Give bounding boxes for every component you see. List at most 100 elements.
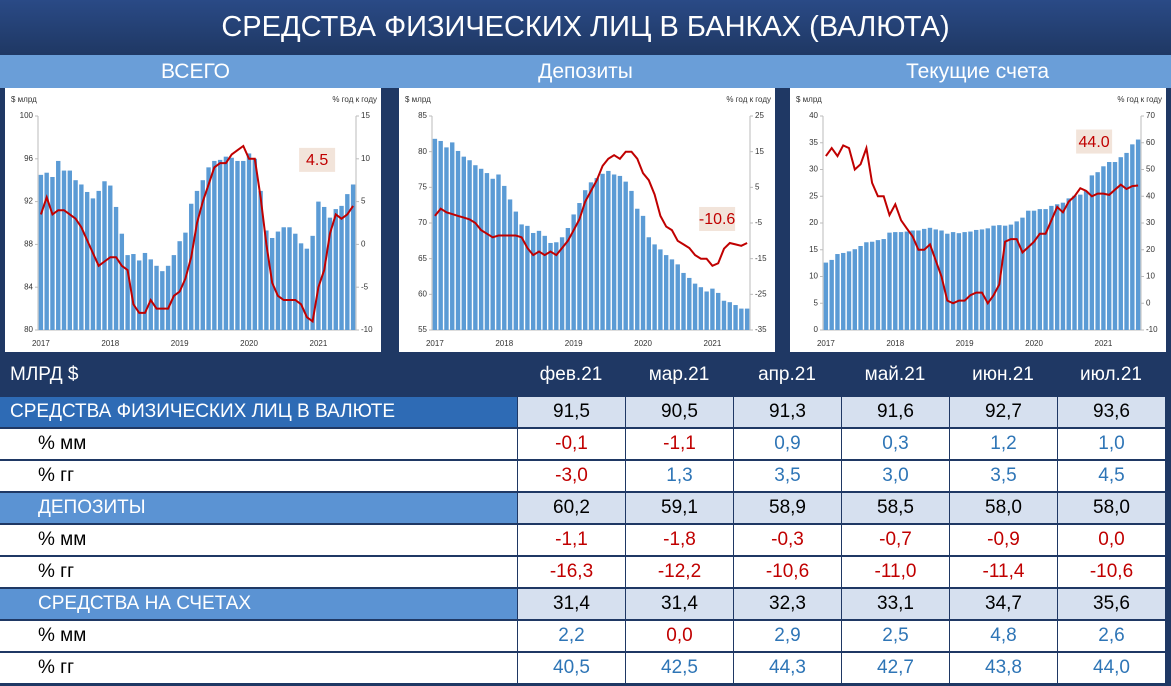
bar [461, 156, 466, 330]
x-tick-label: 2020 [240, 339, 258, 348]
section-title: Депозиты [538, 60, 633, 83]
section-title: Текущие счета [905, 60, 1050, 83]
label-cell: % гг [0, 653, 517, 683]
label-cell: СРЕДСТВА ФИЗИЧЕСКИХ ЛИЦ В ВАЛЮТЕ [0, 397, 517, 427]
y-tick-label: 84 [24, 282, 33, 291]
bar [473, 165, 478, 330]
bar [606, 170, 611, 330]
bar [571, 214, 576, 330]
bar [974, 229, 979, 330]
bar [217, 159, 223, 330]
label-cell: СРЕДСТВА НА СЧЕТАХ [0, 589, 517, 619]
bar [438, 140, 443, 330]
bar [1072, 195, 1077, 330]
y-tick-label: 88 [24, 240, 33, 249]
bar [56, 160, 61, 330]
bar [721, 300, 727, 330]
bar [490, 178, 495, 330]
annotation-box [699, 206, 736, 231]
label-cell: % мм [0, 621, 517, 651]
x-tick-label: 2019 [565, 339, 583, 348]
y2-tick-label: -5 [755, 218, 763, 227]
bar [530, 232, 536, 330]
x-tick-label: 2021 [704, 339, 722, 348]
bar [310, 235, 315, 330]
value-cell: 0,0 [1058, 525, 1165, 555]
label-cell: % мм [0, 525, 517, 555]
bar [565, 227, 571, 330]
bar [1078, 194, 1083, 330]
bar [869, 241, 875, 330]
y2-tick-label: -25 [755, 289, 767, 298]
y2-tick-label: 15 [755, 147, 764, 156]
bar [985, 228, 990, 330]
bar [681, 272, 686, 330]
bar [916, 230, 921, 330]
bar [536, 230, 542, 330]
y-tick-label: 10 [809, 272, 818, 281]
bar [841, 252, 846, 330]
bar [956, 233, 962, 330]
header-cell: МЛРД $ [10, 364, 79, 385]
bar [864, 242, 869, 330]
bar [339, 205, 344, 330]
bar [1014, 221, 1019, 330]
value-cell: 1,3 [626, 461, 733, 491]
bar [1060, 202, 1066, 330]
label-cell: % мм [0, 429, 517, 459]
bar [484, 173, 490, 330]
bar [206, 167, 211, 330]
bar [223, 156, 229, 330]
bar [554, 242, 559, 330]
bar [241, 160, 246, 330]
y-tick-label: 75 [418, 182, 427, 191]
bar [194, 190, 200, 330]
bar [962, 232, 967, 330]
bar [1020, 217, 1025, 330]
bar [710, 288, 715, 330]
bar [136, 260, 142, 330]
value-cell: -1,8 [626, 525, 733, 555]
value-cell: 92,7 [950, 397, 1057, 427]
bar [258, 190, 263, 330]
bar [716, 292, 721, 330]
value-cell: 58,5 [842, 493, 949, 523]
y2-tick-label: -5 [361, 282, 369, 291]
y-tick-label: 25 [809, 191, 818, 200]
group-row: СРЕДСТВА НА СЧЕТАХ 31,4 31,4 32,3 33,1 34,7 35… [0, 589, 1171, 619]
value-cell: 31,4 [518, 589, 625, 619]
label-cell: % гг [0, 461, 517, 491]
bar [611, 174, 617, 330]
chart-panel: $ млрд % год к году 55 60 65 70 75 80 85 -35 -25 -1… [399, 88, 775, 352]
y2-tick-label: 60 [1146, 138, 1155, 147]
bar [744, 308, 750, 330]
value-cell: -3,0 [518, 461, 625, 491]
bar [519, 224, 524, 330]
bar [154, 265, 159, 330]
bar [1002, 225, 1008, 330]
bar [875, 240, 881, 330]
value-cell: 42,5 [626, 653, 733, 683]
bar [125, 255, 130, 330]
bar [316, 201, 321, 330]
value-cell: 4,5 [1058, 461, 1165, 491]
value-cell: 2,2 [518, 621, 625, 651]
bar [160, 271, 165, 330]
bar [893, 232, 898, 330]
bar [846, 251, 852, 330]
y-tick-label: 60 [418, 289, 427, 298]
bar [600, 173, 605, 330]
y-tick-label: 96 [24, 154, 33, 163]
bar [887, 232, 892, 330]
bar [629, 190, 634, 330]
bar [588, 182, 594, 330]
bar [687, 277, 692, 330]
bar [200, 180, 205, 330]
value-cell: 60,2 [518, 493, 625, 523]
x-tick-label: 2020 [634, 339, 652, 348]
bar [264, 230, 269, 330]
y2-tick-label: 5 [755, 182, 760, 191]
bar [1043, 209, 1048, 330]
value-cell: 3,5 [950, 461, 1057, 491]
